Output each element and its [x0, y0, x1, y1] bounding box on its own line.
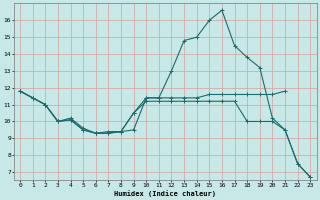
X-axis label: Humidex (Indice chaleur): Humidex (Indice chaleur) — [114, 190, 216, 197]
